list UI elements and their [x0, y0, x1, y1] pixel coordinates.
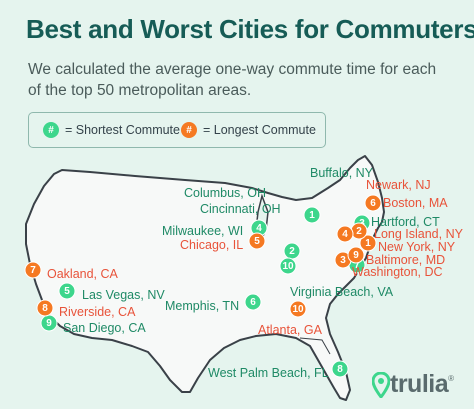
registered-mark: ® — [448, 374, 455, 383]
marker-rank-riverside: 8 — [42, 303, 48, 314]
marker-circle-memphis — [244, 293, 262, 311]
marker-san-diego: 9 — [40, 314, 58, 332]
city-label-hartford: Hartford, CT — [371, 215, 440, 229]
marker-oakland: 7 — [24, 261, 42, 279]
city-label-atlanta: Atlanta, GA — [258, 323, 323, 337]
city-label-baltimore: Baltimore, MD — [366, 253, 445, 267]
marker-circle-new-york — [359, 234, 377, 252]
city-label-las-vegas: Las Vegas, NV — [82, 288, 165, 302]
marker-rank-cincinnati: 10 — [282, 261, 294, 272]
marker-rank-san-diego: 9 — [46, 318, 52, 329]
us-landmass — [25, 155, 385, 401]
legend-longest-label: = Longest Commute — [203, 123, 316, 137]
marker-long-island: 2 — [350, 222, 368, 240]
marker-circle-boston — [364, 194, 382, 212]
city-label-columbus: Columbus, OH — [184, 186, 266, 200]
marker-rank-milwaukee: 4 — [256, 223, 262, 234]
marker-rank-memphis: 6 — [250, 297, 256, 308]
marker-cincinnati: 10 — [279, 257, 297, 275]
marker-rank-boston: 6 — [370, 198, 376, 209]
marker-rank-new-york: 1 — [365, 238, 371, 249]
marker-circle-baltimore — [347, 246, 365, 264]
marker-las-vegas: 5 — [58, 282, 76, 300]
map-title: Best and Worst Cities for Commuters — [26, 14, 474, 44]
city-label-cincinnati: Cincinnati, OH — [200, 202, 281, 216]
marker-rank-west-palm-beach: 8 — [337, 364, 343, 375]
city-label-virginia-beach: Virginia Beach, VA — [290, 285, 394, 299]
trulia-logo: trulia ® — [372, 370, 454, 399]
legend-shortest: # = Shortest Commute — [43, 122, 180, 138]
marker-rank-atlanta: 10 — [292, 304, 304, 315]
marker-chicago: 5 — [248, 232, 266, 250]
marker-circle-west-palm-beach — [331, 360, 349, 378]
marker-circle-chicago — [248, 232, 266, 250]
marker-boston: 6 — [364, 194, 382, 212]
marker-circle-oakland — [24, 261, 42, 279]
marker-rank-chicago: 5 — [254, 236, 260, 247]
city-label-chicago: Chicago, IL — [180, 238, 243, 252]
city-label-buffalo: Buffalo, NY — [310, 166, 374, 180]
marker-circle-cincinnati — [279, 257, 297, 275]
logo-text: trulia — [390, 370, 449, 398]
city-label-memphis: Memphis, TN — [165, 299, 239, 313]
map-pin-icon — [372, 371, 390, 398]
marker-new-york: 1 — [359, 234, 377, 252]
marker-newark: 4 — [336, 225, 354, 243]
marker-rank-long-island: 2 — [356, 226, 362, 237]
marker-riverside: 8 — [36, 299, 54, 317]
marker-circle-atlanta — [289, 300, 307, 318]
legend-longest-marker: # — [181, 122, 197, 138]
legend-shortest-marker: # — [43, 122, 59, 138]
legend-longest: # = Longest Commute — [181, 122, 316, 138]
city-label-riverside: Riverside, CA — [59, 305, 136, 319]
marker-rank-virginia-beach: 7 — [354, 260, 360, 271]
marker-circle-buffalo — [303, 206, 321, 224]
marker-west-palm-beach: 8 — [331, 360, 349, 378]
city-label-oakland: Oakland, CA — [47, 267, 119, 281]
marker-circle-riverside — [36, 299, 54, 317]
city-label-new-york: New York, NY — [378, 240, 456, 254]
city-label-washington: Washington, DC — [352, 265, 443, 279]
city-label-boston: Boston, MA — [383, 196, 448, 210]
marker-rank-las-vegas: 5 — [64, 286, 70, 297]
marker-rank-baltimore: 9 — [353, 250, 359, 261]
marker-columbus: 2 — [283, 242, 301, 260]
marker-buffalo: 1 — [303, 206, 321, 224]
city-label-san-diego: San Diego, CA — [63, 321, 146, 335]
city-label-newark: Newark, NJ — [366, 178, 431, 192]
legend-shortest-label: = Shortest Commute — [65, 123, 180, 137]
marker-rank-columbus: 2 — [289, 246, 295, 257]
city-label-milwaukee: Milwaukee, WI — [162, 224, 243, 238]
marker-rank-buffalo: 1 — [309, 210, 315, 221]
marker-rank-oakland: 7 — [30, 265, 36, 276]
florida-peninsula — [299, 337, 331, 355]
marker-atlanta: 10 — [289, 300, 307, 318]
city-label-west-palm-beach: West Palm Beach, FL — [208, 366, 329, 380]
city-label-long-island: Long Island, NY — [374, 227, 464, 241]
marker-rank-washington: 3 — [340, 255, 346, 266]
marker-circle-las-vegas — [58, 282, 76, 300]
map-subtitle: We calculated the average one-way commut… — [28, 61, 437, 99]
marker-circle-newark — [336, 225, 354, 243]
legend: # = Shortest Commute # = Longest Commute — [28, 112, 326, 148]
marker-rank-newark: 4 — [342, 229, 348, 240]
marker-memphis: 6 — [244, 293, 262, 311]
marker-baltimore: 9 — [347, 246, 365, 264]
